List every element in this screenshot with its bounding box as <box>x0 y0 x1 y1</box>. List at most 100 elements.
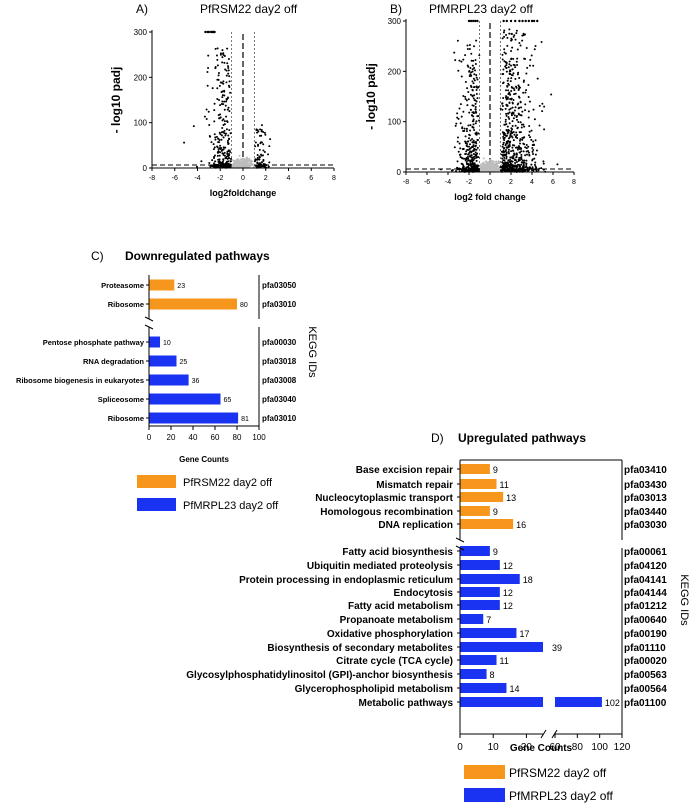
nonsignificant-point <box>491 160 494 163</box>
nonsignificant-point <box>482 168 485 171</box>
downregulated-gene-point <box>217 78 220 81</box>
downregulated-gene-point <box>207 67 210 70</box>
nonsignificant-point <box>239 161 242 164</box>
upregulated-pathways-chart: D) Upregulated pathways 9 Base excision rep… <box>186 431 690 803</box>
downregulated-gene-point <box>226 47 229 50</box>
downregulated-gene-point <box>225 69 228 72</box>
nonsignificant-point <box>240 162 243 165</box>
upregulated-gene-point <box>515 115 518 118</box>
upregulated-gene-point <box>506 132 509 135</box>
downregulated-gene-point <box>218 158 221 161</box>
upregulated-gene-point <box>503 156 506 159</box>
kegg-id-label: pfa03010 <box>262 414 297 423</box>
downregulated-gene-point <box>214 160 217 163</box>
nonsignificant-point <box>491 166 494 169</box>
downregulated-gene-point <box>224 157 227 160</box>
upregulated-gene-point <box>532 148 535 151</box>
upregulated-gene-point <box>501 108 504 111</box>
upregulated-gene-point <box>269 138 272 141</box>
x-tick-label: -2 <box>466 179 472 186</box>
downregulated-gene-point <box>229 91 232 94</box>
downregulated-gene-point <box>215 135 218 138</box>
kegg-id-label: pfa00190 <box>624 629 667 640</box>
upregulated-gene-point <box>507 77 510 80</box>
upregulated-gene-point <box>520 114 523 117</box>
upregulated-gene-point <box>534 165 537 168</box>
downregulated-gene-point <box>461 148 464 151</box>
kegg-id-label: pfa03050 <box>262 281 297 290</box>
upregulated-gene-point <box>527 110 530 113</box>
upregulated-gene-point <box>501 105 504 108</box>
downregulated-gene-point <box>473 94 476 97</box>
axis-break-mark <box>144 324 154 330</box>
downregulated-gene-point <box>465 160 468 163</box>
upregulated-gene-point <box>502 31 505 34</box>
downregulated-gene-point <box>208 162 211 165</box>
upregulated-gene-point <box>540 41 543 44</box>
nonsignificant-point <box>245 160 248 163</box>
downregulated-gene-point <box>454 59 457 62</box>
downregulated-gene-point <box>475 142 478 145</box>
downregulated-gene-point <box>464 81 467 84</box>
downregulated-gene-point <box>227 69 230 72</box>
downregulated-gene-point <box>470 71 473 74</box>
upregulated-gene-point <box>543 105 546 108</box>
upregulated-gene-point <box>507 148 510 151</box>
upregulated-gene-point <box>535 149 538 152</box>
x-axis-title: Gene Counts <box>179 455 229 464</box>
downregulated-gene-point <box>226 120 229 123</box>
downregulated-gene-point <box>227 72 230 75</box>
downregulated-gene-point <box>464 95 467 98</box>
upregulated-gene-point <box>512 149 515 152</box>
upregulated-gene-point <box>515 32 518 35</box>
blue-bar-metabolic-pathways-segment-2 <box>555 697 602 707</box>
upregulated-gene-point <box>525 159 528 162</box>
nonsignificant-point <box>493 160 496 163</box>
blue-bar-citrate-cycle-tca-cycle- <box>460 655 497 665</box>
downregulated-gene-point <box>211 159 214 162</box>
upregulated-gene-point <box>500 153 503 156</box>
upregulated-gene-point <box>541 102 544 105</box>
downregulated-gene-point <box>469 154 472 157</box>
downregulated-gene-point <box>475 132 478 135</box>
upregulated-gene-point <box>516 64 519 67</box>
upregulated-gene-point <box>537 169 540 172</box>
upregulated-gene-point <box>258 163 261 166</box>
downregulated-gene-point <box>214 65 217 68</box>
axis-break-mark <box>455 537 465 543</box>
upregulated-gene-point <box>520 123 523 126</box>
upregulated-gene-point <box>528 154 531 157</box>
x-tick-label: 20 <box>167 433 176 442</box>
nonsignificant-point <box>497 167 500 170</box>
downregulated-gene-point <box>229 150 232 153</box>
kegg-id-label: pfa03040 <box>262 395 297 404</box>
upregulated-gene-point <box>508 60 511 63</box>
downregulated-gene-point <box>468 44 471 47</box>
y-tick-label: 300 <box>134 28 148 37</box>
upregulated-gene-point <box>501 58 504 61</box>
upregulated-gene-point <box>261 164 264 167</box>
x-tick-label: 8 <box>572 179 576 186</box>
upregulated-gene-point <box>507 152 510 155</box>
downregulated-gene-point <box>472 115 475 118</box>
downregulated-gene-point <box>469 108 472 111</box>
downregulated-gene-point <box>465 150 468 153</box>
downregulated-gene-point <box>466 143 469 146</box>
downregulated-gene-point <box>470 156 473 159</box>
upregulated-gene-point <box>260 134 263 137</box>
downregulated-gene-point <box>466 104 469 107</box>
upregulated-gene-point <box>529 58 532 61</box>
upregulated-gene-point <box>528 64 531 67</box>
downregulated-gene-point <box>213 120 216 123</box>
upregulated-gene-point <box>527 149 530 152</box>
nonsignificant-point <box>236 162 239 165</box>
upregulated-gene-point <box>503 35 506 38</box>
downregulated-gene-point <box>472 153 475 156</box>
capped-significance-point <box>518 19 521 23</box>
downregulated-gene-point <box>218 154 221 157</box>
kegg-id-label: pfa01110 <box>624 643 666 654</box>
downregulated-gene-point <box>212 148 215 151</box>
upregulated-gene-point <box>516 165 519 168</box>
upregulated-gene-point <box>511 144 514 147</box>
upregulated-gene-point <box>505 146 508 149</box>
